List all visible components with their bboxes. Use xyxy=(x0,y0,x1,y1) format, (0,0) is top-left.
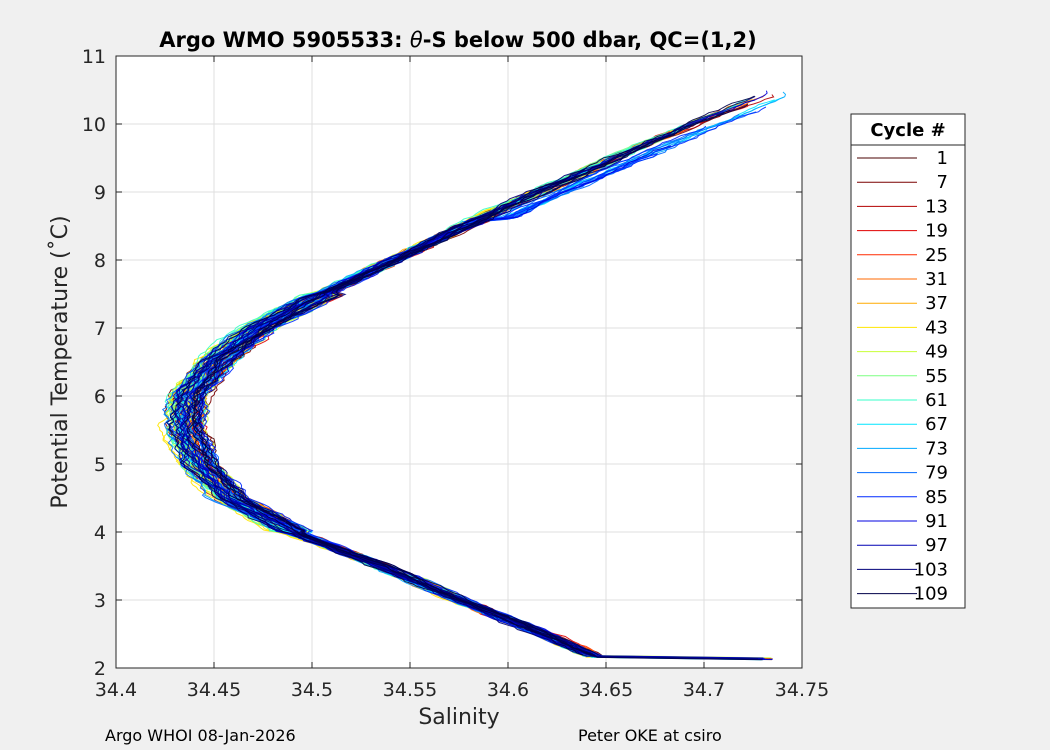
legend-entry-label: 91 xyxy=(925,511,948,532)
legend-box xyxy=(850,113,966,609)
legend-entries: 1 7 13 19 25 31 37 43 49 55 61 67 73 79 85 91 97 103 109 xyxy=(857,148,948,605)
x-tick-label: 34.65 xyxy=(579,679,633,701)
y-tick-label: 10 xyxy=(82,114,106,136)
x-axis-label: Salinity xyxy=(418,705,499,730)
ticks: 34.4 34.45 34.5 34.55 34.6 34.65 34.7 34.75 2 3 4 5… xyxy=(82,46,829,701)
y-axis-label: Potential Temperature (˚C) xyxy=(48,215,73,508)
legend-entry-label: 19 xyxy=(925,221,948,242)
legend-entry-label: 103 xyxy=(914,559,948,580)
legend-entry-label: 7 xyxy=(937,172,948,193)
profiles xyxy=(157,90,787,661)
legend-title: Cycle # xyxy=(870,120,945,141)
x-tick-label: 34.55 xyxy=(383,679,437,701)
axes-box xyxy=(115,55,803,669)
x-tick-label: 34.5 xyxy=(291,679,333,701)
x-tick-label: 34.4 xyxy=(95,679,137,701)
chart-title: Argo WMO 5905533: θ-S below 500 dbar, QC… xyxy=(159,28,756,52)
x-tick-label: 34.45 xyxy=(187,679,241,701)
cycle-profile xyxy=(168,95,755,656)
legend-entry-label: 13 xyxy=(925,196,948,217)
y-tick-label: 6 xyxy=(94,386,106,408)
legend-entry-label: 73 xyxy=(925,438,948,459)
footer-right-text: Peter OKE at csiro xyxy=(578,726,722,745)
legend-entry-label: 85 xyxy=(925,487,948,508)
x-tick-label: 34.6 xyxy=(487,679,529,701)
cycle-profile xyxy=(183,145,763,661)
y-tick-label: 5 xyxy=(94,454,106,476)
legend-entry-label: 25 xyxy=(925,245,948,266)
x-tick-label: 34.75 xyxy=(775,679,829,701)
cycle-profile xyxy=(186,109,731,656)
y-tick-label: 4 xyxy=(94,522,106,544)
legend-entry-label: 43 xyxy=(925,317,948,338)
y-tick-label: 2 xyxy=(94,658,106,680)
legend-entry-label: 31 xyxy=(925,269,948,290)
y-tick-label: 7 xyxy=(94,318,106,340)
legend-entry-label: 109 xyxy=(914,584,948,605)
y-tick-label: 11 xyxy=(82,46,106,68)
legend-entry-label: 37 xyxy=(925,293,948,314)
y-tick-label: 8 xyxy=(94,250,106,272)
legend-entry-label: 1 xyxy=(937,148,948,169)
legend-entry-label: 49 xyxy=(925,342,948,363)
legend-entry-label: 55 xyxy=(925,366,948,387)
y-tick-label: 3 xyxy=(94,590,106,612)
legend-entry-label: 97 xyxy=(925,535,948,556)
cycle-profile xyxy=(191,132,678,658)
grid xyxy=(116,56,802,668)
y-tick-label: 9 xyxy=(94,182,106,204)
legend-entry-label: 67 xyxy=(925,414,948,435)
legend: Cycle # 1 7 13 19 25 31 37 43 49 55 61 67 73 79 85 91 97… xyxy=(850,113,966,609)
legend-entry-label: 79 xyxy=(925,463,948,484)
x-tick-label: 34.7 xyxy=(683,679,725,701)
footer-left-text: Argo WHOI 08-Jan-2026 xyxy=(105,726,296,745)
legend-entry-label: 61 xyxy=(925,390,948,411)
